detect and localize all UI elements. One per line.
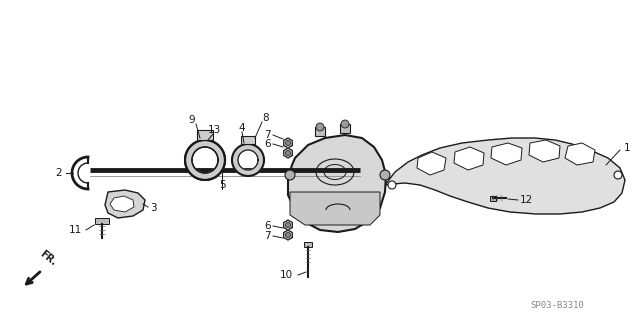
Text: 2: 2 — [56, 168, 62, 178]
Text: 1: 1 — [624, 143, 630, 153]
Bar — [340, 124, 350, 133]
Text: 12: 12 — [520, 195, 533, 205]
Bar — [490, 196, 496, 201]
Polygon shape — [290, 192, 380, 225]
Polygon shape — [284, 148, 292, 158]
Polygon shape — [110, 196, 134, 212]
Polygon shape — [284, 220, 292, 230]
Circle shape — [316, 123, 324, 131]
Bar — [197, 130, 213, 140]
Text: 4: 4 — [239, 123, 245, 133]
Text: 8: 8 — [262, 113, 269, 123]
Text: 7: 7 — [264, 130, 271, 140]
Text: 6: 6 — [264, 139, 271, 149]
Text: 11: 11 — [68, 225, 82, 235]
Text: 13: 13 — [207, 125, 221, 135]
Text: 10: 10 — [280, 270, 293, 280]
Polygon shape — [565, 143, 595, 165]
Circle shape — [285, 151, 291, 155]
Polygon shape — [284, 138, 292, 148]
Bar — [315, 127, 325, 136]
Polygon shape — [288, 135, 386, 232]
Circle shape — [285, 222, 291, 227]
Polygon shape — [284, 230, 292, 240]
Text: FR.: FR. — [38, 249, 58, 268]
Circle shape — [380, 170, 390, 180]
Circle shape — [341, 120, 349, 128]
Text: 5: 5 — [219, 180, 225, 190]
Text: 3: 3 — [150, 203, 157, 213]
Polygon shape — [529, 140, 560, 162]
Polygon shape — [417, 152, 446, 175]
Polygon shape — [385, 138, 625, 214]
Circle shape — [285, 233, 291, 238]
Polygon shape — [105, 190, 145, 218]
Bar — [241, 136, 255, 144]
Circle shape — [614, 171, 622, 179]
Text: SP03-B3310: SP03-B3310 — [530, 301, 584, 310]
Text: 7: 7 — [264, 231, 271, 241]
Circle shape — [285, 170, 295, 180]
Text: 6: 6 — [264, 221, 271, 231]
Polygon shape — [185, 140, 225, 180]
Polygon shape — [232, 144, 264, 176]
Bar — [304, 242, 312, 247]
Text: 9: 9 — [189, 115, 195, 125]
Bar — [95, 218, 109, 224]
Circle shape — [388, 181, 396, 189]
Circle shape — [285, 140, 291, 145]
Polygon shape — [491, 143, 522, 165]
Polygon shape — [454, 147, 484, 170]
